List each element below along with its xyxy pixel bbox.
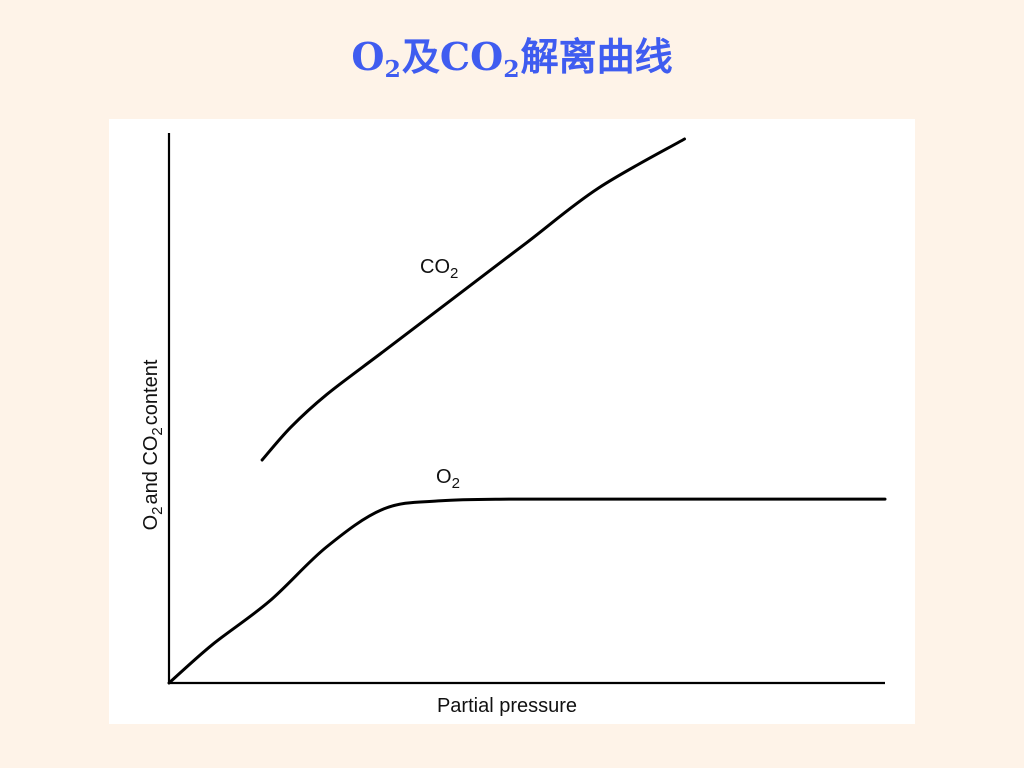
y-label-o-sub: 2 — [149, 506, 166, 514]
o2-label-main: O — [436, 466, 452, 488]
y-label-o: O — [140, 515, 162, 531]
co2-series-label: CO2 — [420, 256, 458, 282]
title-o2-subscript: 2 — [384, 54, 401, 83]
y-axis-label: O2and CO2content — [140, 359, 166, 530]
co2-label-sub: 2 — [450, 265, 458, 282]
title-o2: O — [351, 34, 385, 79]
title-co2: CO — [439, 34, 504, 79]
co2-series-line — [260, 137, 686, 462]
y-label-content: content — [140, 359, 162, 425]
x-axis-label: Partial pressure — [437, 695, 577, 717]
slide-title: O2及CO2解离曲线 — [0, 38, 1024, 81]
dissociation-curve-chart: CO2 O2 Partial pressure O2and CO2content — [140, 133, 887, 717]
chart-panel: CO2 O2 Partial pressure O2and CO2content — [109, 119, 915, 724]
o2-series-label: O2 — [436, 466, 460, 492]
y-label-and-co: and CO — [140, 436, 162, 505]
o2-label-sub: 2 — [452, 475, 460, 492]
o2-series-line — [167, 497, 887, 685]
title-conjunction: 及 — [401, 34, 440, 79]
co2-label-main: CO — [420, 256, 450, 278]
y-label-co-sub: 2 — [149, 427, 166, 435]
title-suffix: 解离曲线 — [520, 34, 673, 79]
title-co2-subscript: 2 — [503, 54, 520, 83]
